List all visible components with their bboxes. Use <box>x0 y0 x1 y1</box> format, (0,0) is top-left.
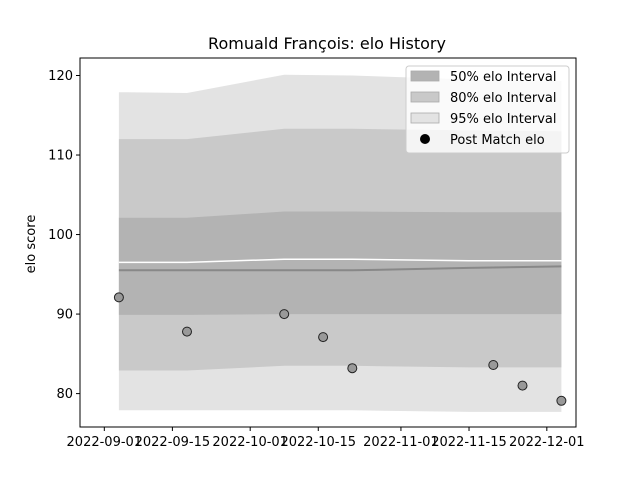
post-match-elo-point <box>318 332 329 343</box>
interval-band-50 <box>118 211 562 315</box>
post-match-elo-point <box>517 380 528 391</box>
legend-label: 50% elo Interval <box>450 70 557 85</box>
legend-label: 80% elo Interval <box>450 91 557 106</box>
y-tick-label: 90 <box>56 308 73 323</box>
post-match-elo-point <box>182 326 192 337</box>
legend-box <box>405 65 570 154</box>
legend: 50% elo Interval 80% elo Interval 95% elo … <box>405 65 570 154</box>
legend-swatch-80 <box>410 91 440 103</box>
interval-boundary-line <box>118 258 562 264</box>
x-tick-label: 2022-10-15 <box>280 435 356 450</box>
post-match-elo-point <box>347 363 358 374</box>
post-match-elo-point <box>556 395 567 406</box>
y-axis-label: elo score <box>24 215 39 274</box>
post-match-elo-point <box>279 309 290 320</box>
plot-frame <box>79 57 577 428</box>
post-match-elo-point <box>113 292 124 303</box>
y-tick-label: 100 <box>48 228 73 243</box>
x-tick-label: 2022-10-01 <box>212 435 288 450</box>
y-tick-label: 110 <box>48 149 73 164</box>
legend-marker-post-match <box>420 134 430 144</box>
y-tick-label: 80 <box>56 387 73 402</box>
post-match-elo-point <box>488 360 499 370</box>
mean-elo-line <box>118 265 562 272</box>
legend-label: Post Match elo <box>450 133 545 148</box>
x-tick-label: 2022-09-01 <box>67 435 143 450</box>
x-tick-label: 2022-09-15 <box>135 435 211 450</box>
legend-swatch-50 <box>410 70 440 82</box>
x-tick-label: 2022-11-15 <box>431 435 507 450</box>
legend-label: 95% elo Interval <box>450 112 557 127</box>
legend-swatch-95 <box>410 112 440 124</box>
y-tick-label: 120 <box>48 69 73 84</box>
chart-title: Romuald François: elo History <box>208 34 446 53</box>
x-tick-label: 2022-11-01 <box>363 435 439 450</box>
x-tick-label: 2022-12-01 <box>509 435 585 450</box>
